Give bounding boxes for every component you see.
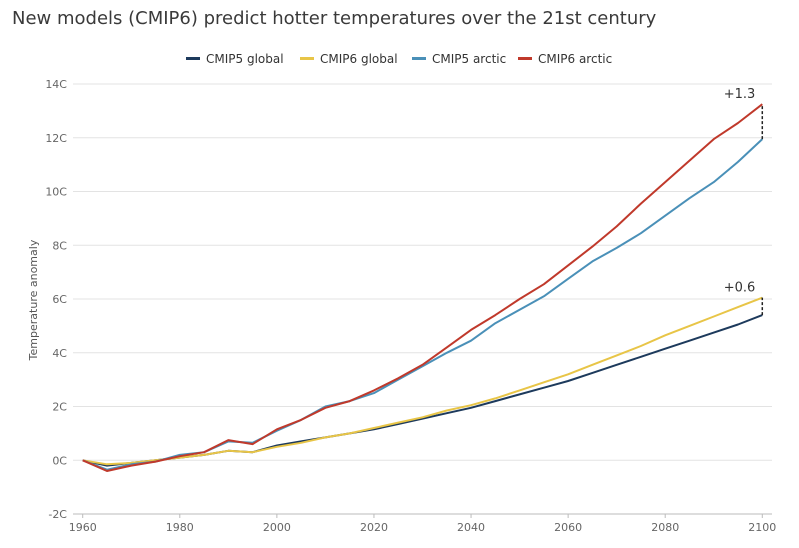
gridlines (73, 83, 772, 515)
x-tick-label: 2080 (651, 521, 679, 534)
legend-swatch-cmip5-global (186, 57, 200, 60)
y-tick-label: 2C (52, 401, 67, 414)
legend-swatch-cmip6-global (300, 57, 314, 60)
series-line-cmip6-arctic (82, 103, 763, 472)
annotation-label: +0.6 (724, 281, 756, 296)
legend-label: CMIP5 global (206, 52, 284, 66)
legend-item-cmip5-arctic[interactable]: CMIP5 arctic (412, 52, 506, 66)
legend-item-cmip6-global[interactable]: CMIP6 global (300, 52, 398, 66)
legend-label: CMIP6 global (320, 52, 398, 66)
y-tick-label: 0C (52, 454, 67, 467)
chart-title: New models (CMIP6) predict hotter temper… (12, 8, 657, 29)
x-tick-label: 2000 (263, 521, 291, 534)
legend-swatch-cmip5-arctic (412, 57, 426, 60)
series-line-cmip5-arctic (82, 138, 763, 471)
legend: CMIP5 global CMIP6 global CMIP5 arctic C… (0, 52, 799, 68)
x-tick-label: 1980 (166, 521, 194, 534)
series-line-cmip6-global (82, 296, 763, 466)
legend-item-cmip6-arctic[interactable]: CMIP6 arctic (518, 52, 612, 66)
x-tick-label: 2100 (748, 521, 776, 534)
legend-item-cmip5-global[interactable]: CMIP5 global (186, 52, 284, 66)
y-tick-label: 4C (52, 347, 67, 360)
annotation-label: +1.3 (724, 87, 756, 102)
legend-label: CMIP5 arctic (432, 52, 507, 66)
y-axis-label: Temperature anomaly (27, 239, 40, 361)
y-tick-label: 12C (45, 132, 67, 145)
legend-swatch-cmip6-arctic (518, 57, 532, 60)
x-tick-label: 2060 (554, 521, 582, 534)
y-tick-label: 14C (45, 78, 67, 91)
annotations: +1.3 +0.6 (724, 87, 764, 316)
y-tick-label: -2C (48, 508, 67, 521)
y-tick-label: 8C (52, 239, 67, 252)
series-lines (82, 103, 763, 472)
y-tick-label: 6C (52, 293, 67, 306)
axes: -2C 0C 2C 4C 6C 8C 10C 12C 14C 1960 1980 2000 2020 20… (45, 78, 776, 534)
legend-label: CMIP6 arctic (538, 52, 613, 66)
y-tick-label: 10C (45, 186, 67, 199)
x-tick-label: 2040 (457, 521, 485, 534)
x-tick-label: 2020 (360, 521, 388, 534)
x-tick-label: 1960 (69, 521, 97, 534)
